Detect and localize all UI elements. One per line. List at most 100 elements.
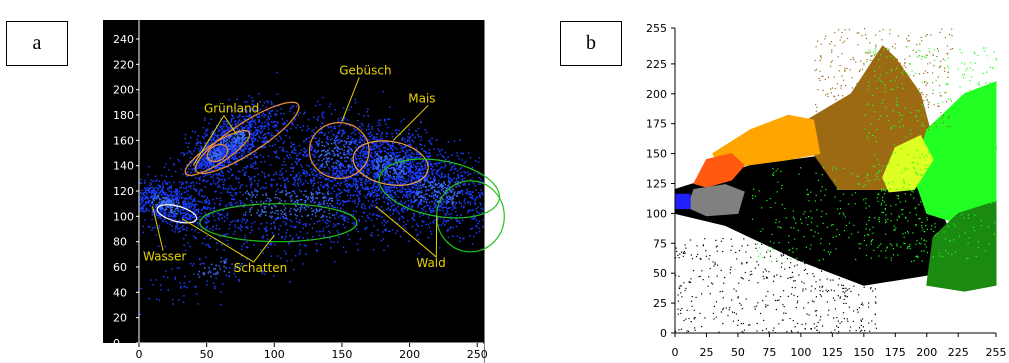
scatter-point <box>234 163 236 166</box>
scatter-point <box>459 237 461 239</box>
scatter-point <box>376 147 378 149</box>
scatter-point <box>265 124 267 127</box>
scatter-point <box>186 175 188 177</box>
scatter-point <box>395 207 397 209</box>
scatter-point <box>195 237 198 240</box>
scatter-point <box>290 197 292 199</box>
scatter-point <box>417 133 419 136</box>
scatter-point <box>309 173 311 176</box>
scatter-point <box>262 235 265 237</box>
scatter-point <box>453 165 456 167</box>
scatter-point <box>244 147 247 149</box>
scatter-point <box>221 243 223 246</box>
scatter-point <box>163 197 166 200</box>
scatter-point <box>264 205 267 208</box>
scatter-point <box>390 176 393 179</box>
scatter-point <box>376 145 379 147</box>
scatter-point <box>371 128 373 130</box>
scatter-point <box>212 134 214 136</box>
scatter-point <box>419 195 421 198</box>
scatter-point <box>385 222 387 224</box>
scatter-point <box>310 168 312 170</box>
scatter-point <box>187 210 190 212</box>
scatter-point <box>348 147 350 149</box>
scatter-point <box>206 206 209 208</box>
scatter-point <box>405 173 408 175</box>
scatter-point <box>427 155 430 158</box>
scatter-point <box>198 162 200 164</box>
scatter-point <box>244 126 246 129</box>
scatter-point <box>448 183 450 186</box>
scatter-point <box>233 138 235 141</box>
scatter-point <box>450 213 453 215</box>
scatter-point <box>404 146 406 149</box>
scatter-point <box>441 155 444 157</box>
scatter-point <box>155 210 158 213</box>
scatter-point <box>372 185 375 187</box>
scatter-point <box>185 142 187 144</box>
scatter-point <box>389 214 392 217</box>
scatter-point <box>412 177 415 179</box>
scatter-point <box>384 182 386 184</box>
scatter-point <box>327 124 329 127</box>
scatter-point <box>289 154 291 156</box>
scatter-point <box>221 164 224 167</box>
scatter-point <box>374 178 376 181</box>
scatter-point <box>274 212 276 214</box>
scatter-point <box>254 153 256 156</box>
scatter-point <box>471 209 473 211</box>
scatter-point <box>339 166 342 168</box>
scatter-point <box>280 199 283 202</box>
scatter-point <box>460 171 462 174</box>
scatter-point <box>406 168 409 170</box>
scatter-point <box>326 202 329 205</box>
scatter-point <box>206 133 208 136</box>
scatter-point <box>382 141 385 143</box>
scatter-point <box>193 211 195 213</box>
scatter-point <box>205 180 207 183</box>
scatter-point <box>276 93 279 95</box>
scatter-point <box>230 152 232 154</box>
scatter-point <box>411 204 413 207</box>
scatter-point <box>252 132 255 135</box>
scatter-point <box>360 123 363 125</box>
scatter-point <box>202 173 204 175</box>
scatter-point <box>358 145 360 148</box>
scatter-point <box>152 201 154 203</box>
scatter-point <box>223 141 225 144</box>
scatter-point <box>326 188 329 190</box>
scatter-point <box>225 140 227 142</box>
scatter-point <box>348 143 350 145</box>
scatter-point <box>289 213 292 216</box>
scatter-point <box>296 162 298 164</box>
scatter-point <box>305 139 307 141</box>
scatter-point <box>383 158 386 161</box>
scatter-point <box>246 129 248 131</box>
scatter-point <box>218 172 220 175</box>
scatter-point <box>222 209 225 211</box>
scatter-point <box>420 155 422 158</box>
scatter-point <box>372 187 374 189</box>
scatter-point <box>413 215 416 217</box>
scatter-point <box>219 143 221 145</box>
scatter-point <box>188 202 190 205</box>
scatter-point <box>278 228 280 231</box>
scatter-point <box>316 210 318 212</box>
scatter-point <box>168 199 171 201</box>
scatter-point <box>420 195 422 197</box>
scatter-point <box>353 142 356 144</box>
scatter-point <box>401 176 403 179</box>
scatter-point <box>343 218 345 220</box>
scatter-point <box>353 202 356 204</box>
scatter-point <box>389 106 391 108</box>
scatter-point <box>303 113 305 115</box>
scatter-point <box>404 165 407 168</box>
scatter-point <box>351 159 353 162</box>
scatter-point <box>381 166 384 169</box>
scatter-point <box>239 133 242 136</box>
scatter-point <box>411 217 413 219</box>
scatter-point <box>408 240 410 242</box>
scatter-point <box>286 177 289 180</box>
scatter-point <box>281 190 284 192</box>
scatter-point <box>345 175 348 177</box>
